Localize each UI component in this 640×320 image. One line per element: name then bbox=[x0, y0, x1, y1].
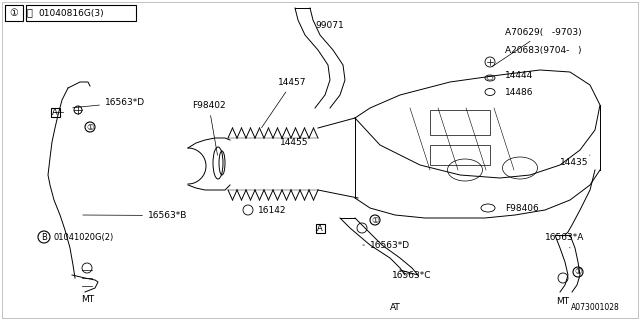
Text: A073001028: A073001028 bbox=[572, 303, 620, 312]
Text: Ⓑ: Ⓑ bbox=[27, 7, 33, 17]
Text: 14457: 14457 bbox=[262, 78, 307, 128]
Text: AT: AT bbox=[390, 303, 401, 313]
Text: 14435: 14435 bbox=[560, 155, 590, 167]
Text: 16142: 16142 bbox=[258, 205, 287, 214]
Text: ①: ① bbox=[574, 268, 582, 276]
Text: 16563*B: 16563*B bbox=[83, 211, 188, 220]
Text: A20683(9704-   ): A20683(9704- ) bbox=[505, 45, 582, 54]
Text: F98402: F98402 bbox=[192, 101, 226, 155]
Text: 16563*A: 16563*A bbox=[545, 233, 584, 248]
Bar bbox=[5, 5, 23, 21]
Text: ①: ① bbox=[86, 123, 93, 132]
Bar bbox=[51, 108, 60, 116]
Text: MT: MT bbox=[556, 298, 570, 307]
Text: B: B bbox=[41, 233, 47, 242]
Text: 01040816G(3): 01040816G(3) bbox=[38, 9, 104, 18]
Bar bbox=[316, 223, 324, 233]
Text: 16563*D: 16563*D bbox=[363, 241, 410, 250]
Text: A: A bbox=[52, 108, 58, 116]
Text: 16563*C: 16563*C bbox=[392, 271, 431, 280]
Text: 14455: 14455 bbox=[280, 138, 308, 147]
Bar bbox=[430, 145, 490, 165]
Text: 16563*D: 16563*D bbox=[73, 98, 145, 108]
Text: ①: ① bbox=[371, 215, 379, 225]
Text: 14444: 14444 bbox=[505, 70, 533, 79]
Text: ①: ① bbox=[10, 8, 19, 18]
Text: F98406: F98406 bbox=[505, 204, 539, 212]
Bar bbox=[26, 5, 136, 21]
Text: 99071: 99071 bbox=[315, 20, 344, 29]
Text: 01041020G(2): 01041020G(2) bbox=[53, 233, 113, 242]
Text: A70629(   -9703): A70629( -9703) bbox=[492, 28, 582, 67]
Text: MT: MT bbox=[81, 295, 95, 305]
Text: 14486: 14486 bbox=[505, 87, 534, 97]
Text: A: A bbox=[317, 223, 323, 233]
Bar bbox=[430, 110, 490, 135]
